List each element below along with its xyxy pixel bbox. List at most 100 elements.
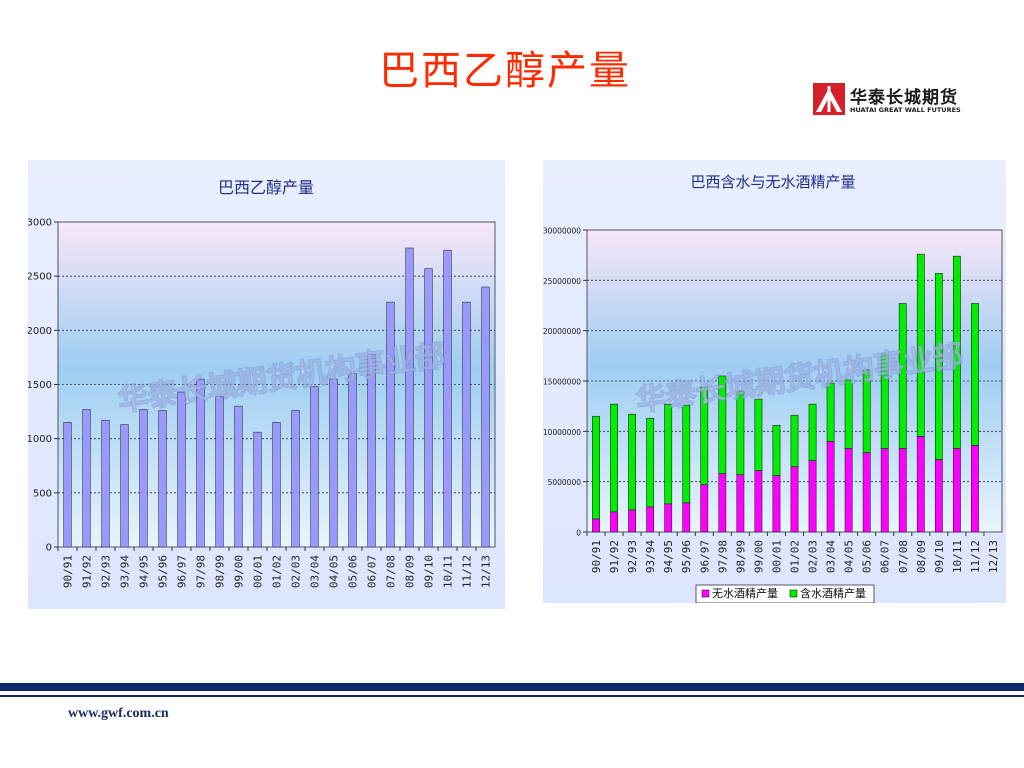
x-tick-label: 92/93 [626,540,639,573]
x-tick-label: 06/07 [366,555,379,588]
bar-hydrous-16 [880,353,889,449]
x-tick-label: 04/05 [328,555,341,588]
chart-title: 巴西乙醇产量 [218,178,314,197]
bar-hydrous-10 [772,424,781,476]
bar-10 [253,431,262,548]
company-logo: 华泰长城期货 HUATAI GREAT WALL FUTURES [812,82,982,120]
x-tick-label: 99/00 [752,540,765,573]
bar-16 [367,353,376,548]
bar-4 [139,409,148,548]
bar-anhydrous-4 [664,503,673,533]
x-tick-label: 94/95 [138,555,151,588]
y-tick-label: 0 [46,543,52,554]
footer-divider [0,683,1024,691]
bar-hydrous-5 [682,404,691,504]
bar-8 [215,396,224,548]
logo-company-subtitle: HUATAI GREAT WALL FUTURES [850,106,961,114]
x-tick-label: 09/10 [933,540,946,573]
bar-0 [63,422,72,548]
x-tick-label: 07/08 [385,555,398,588]
x-tick-label: 12/13 [987,540,1000,573]
bar-20 [443,249,452,548]
bar-15 [348,373,357,548]
bar-hydrous-11 [790,414,799,467]
x-tick-label: 08/09 [915,540,928,573]
bar-anhydrous-19 [934,459,943,533]
bar-anhydrous-3 [646,506,655,533]
bar-13 [310,386,319,548]
x-tick-label: 99/00 [233,555,246,588]
bar-18 [405,247,414,548]
x-tick-label: 11/12 [461,555,474,588]
ethanol-production-chart-svg: 巴西乙醇产量 0 500 1000 1500 2000 2500 3000 90/91 91/92… [28,160,505,609]
x-tick-label: 00/01 [252,555,265,588]
chart-legend [695,584,875,603]
bar-hydrous-2 [628,413,637,511]
y-tick-label: 3000 [28,218,52,229]
bar-14 [329,378,338,548]
footer-divider-thin [0,695,1024,697]
bar-anhydrous-21 [971,445,979,533]
bar-anhydrous-11 [790,466,799,533]
bar-5 [158,410,167,548]
bar-anhydrous-12 [808,460,817,533]
bar-anhydrous-16 [880,448,889,533]
bar-hydrous-21 [971,303,979,446]
x-tick-label: 04/05 [843,540,856,573]
bar-19 [424,268,433,548]
bar-hydrous-0 [592,415,600,520]
x-tick-label: 03/04 [825,540,838,573]
x-tick-label: 93/94 [644,540,657,573]
x-tick-label: 10/11 [442,555,455,588]
hydrous-anhydrous-chart-svg: 巴西含水与无水酒精产量 0 5000000 10000000 15000000 20000… [543,160,1006,603]
bar-hydrous-18 [916,253,925,437]
hydrous-anhydrous-chart: 巴西含水与无水酒精产量 0 5000000 10000000 15000000 20000… [543,160,1006,603]
bar-anhydrous-20 [952,448,961,533]
x-tick-label: 01/02 [789,540,802,573]
x-tick-label: 91/92 [81,555,94,588]
x-tick-label: 11/12 [969,540,982,573]
bar-22 [481,286,490,548]
bar-anhydrous-9 [754,470,763,533]
x-tick-label: 97/98 [716,540,729,573]
x-tick-label: 98/99 [214,555,227,588]
bar-9 [234,405,243,548]
x-tick-label: 10/11 [951,540,964,573]
x-tick-label: 06/07 [879,540,892,573]
bar-anhydrous-5 [682,502,691,533]
footer-website[interactable]: www.gwf.com.cn [68,706,169,721]
x-tick-label: 08/09 [404,555,417,588]
bar-hydrous-13 [826,382,835,442]
bar-anhydrous-7 [718,473,727,533]
y-tick-label: 1000 [28,434,52,445]
bar-hydrous-20 [952,255,961,449]
x-tick-label: 05/06 [347,555,360,588]
y-tick-label: 30000000 [543,227,581,236]
bar-6 [177,391,186,548]
x-tick-label: 97/98 [195,555,208,588]
bar-anhydrous-18 [916,436,925,533]
x-tick-label: 96/97 [698,540,711,573]
bar-hydrous-7 [718,375,727,474]
bar-anhydrous-8 [736,474,745,533]
y-tick-label: 25000000 [543,277,581,286]
y-tick-label: 1500 [28,380,52,391]
bar-anhydrous-2 [628,509,637,533]
x-tick-label: 03/04 [309,555,322,588]
x-tick-label: 00/01 [770,540,783,573]
bar-hydrous-19 [934,272,943,460]
bar-hydrous-8 [736,390,745,475]
x-tick-label: 07/08 [897,540,910,573]
bar-hydrous-4 [664,403,673,505]
chart-title: 巴西含水与无水酒精产量 [690,173,855,191]
bar-hydrous-3 [646,417,655,508]
x-tick-label: 98/99 [734,540,747,573]
bar-hydrous-17 [898,303,907,449]
slide-title: 巴西乙醇产量 [379,48,631,94]
bar-hydrous-15 [862,369,871,453]
x-tick-label: 93/94 [119,555,132,588]
x-tick-label: 12/13 [480,555,493,588]
x-tick-label: 90/91 [62,555,75,588]
x-tick-label: 94/95 [662,540,675,573]
bar-anhydrous-0 [592,518,600,533]
